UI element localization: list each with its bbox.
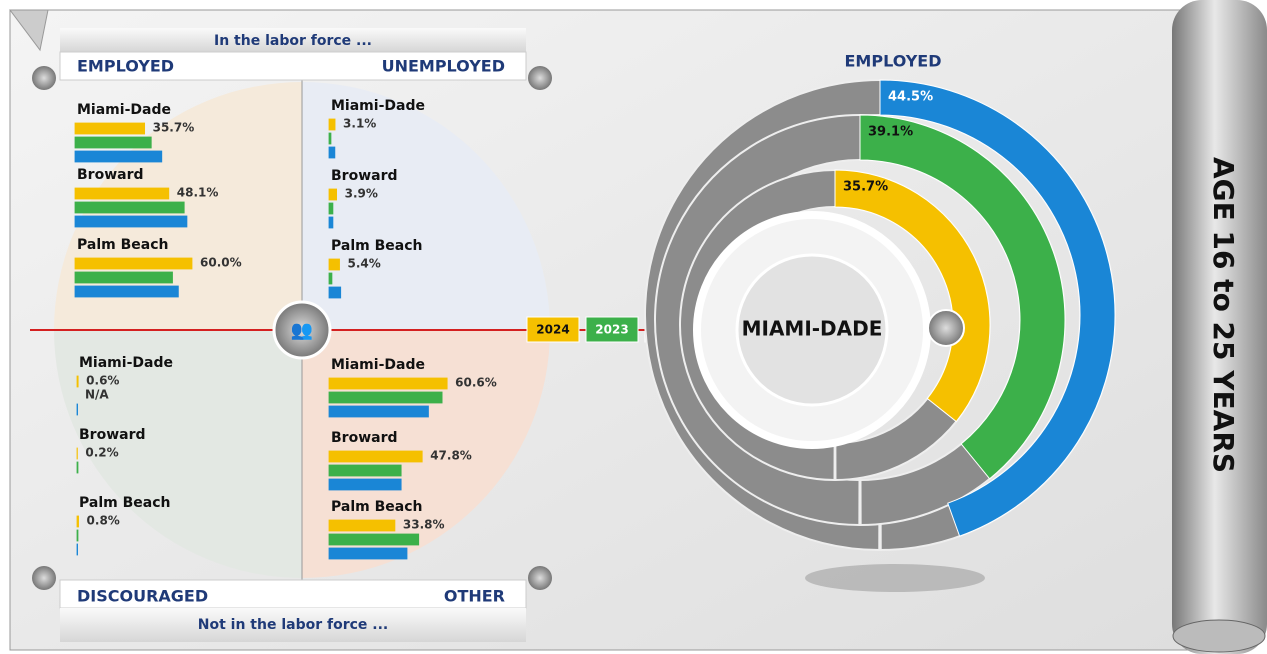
donut-arc: [859, 114, 1066, 480]
category-label: Broward: [331, 430, 398, 446]
bar: [74, 122, 146, 135]
knob: [528, 566, 552, 590]
bar: [328, 118, 336, 131]
category-label: Miami-Dade: [79, 355, 173, 371]
category-label: Palm Beach: [79, 495, 170, 511]
footer-bar: [60, 608, 526, 642]
value-label: 3.1%: [343, 117, 376, 131]
bar: [328, 132, 332, 145]
donut-value-label: 39.1%: [868, 125, 913, 140]
donut-title: EMPLOYED: [844, 52, 941, 71]
bar: [76, 529, 79, 542]
bar: [328, 216, 334, 229]
bar: [74, 201, 185, 214]
center-label: MIAMI-DADE: [742, 317, 883, 341]
legend-swatch: [585, 316, 639, 343]
category-label: Palm Beach: [331, 499, 422, 515]
quadrant-title: DISCOURAGED: [77, 587, 208, 606]
value-label: 3.9%: [345, 187, 378, 201]
category-label: Broward: [79, 427, 146, 443]
value-label: 47.8%: [430, 449, 472, 463]
bar: [328, 450, 423, 463]
bar: [328, 188, 338, 201]
header-text: In the labor force ...: [214, 33, 372, 49]
side-title: AGE 16 to 25 YEARS: [1207, 157, 1240, 473]
bar: [328, 286, 342, 299]
bar: [74, 136, 152, 149]
people-icon: [272, 300, 332, 360]
donut-value-label: 35.7%: [843, 180, 888, 195]
people-icon: [927, 309, 965, 347]
category-label: Palm Beach: [331, 238, 422, 254]
bar: [76, 461, 79, 474]
bar: [76, 375, 79, 388]
bar: [328, 391, 443, 404]
quadrant-title: UNEMPLOYED: [382, 57, 505, 76]
knob: [32, 66, 56, 90]
people-icon-glyph: 👥: [291, 320, 313, 341]
bar: [74, 215, 188, 228]
legend-label: 2024: [536, 323, 569, 337]
donut-value-label: 44.5%: [888, 90, 933, 105]
bar: [328, 533, 420, 546]
bar: [328, 547, 408, 560]
category-label: Broward: [77, 167, 144, 183]
value-label: N/A: [85, 388, 109, 402]
bar: [74, 257, 193, 270]
bar: [76, 403, 78, 416]
scroll-end: [1172, 619, 1266, 653]
bar: [328, 272, 333, 285]
bar: [328, 464, 402, 477]
knob: [32, 566, 56, 590]
bar: [74, 285, 179, 298]
bar: [328, 405, 429, 418]
shadow: [805, 564, 985, 592]
bar: [328, 478, 402, 491]
bar: [328, 258, 340, 271]
category-label: Miami-Dade: [331, 357, 425, 373]
category-label: Broward: [331, 168, 398, 184]
value-label: 60.6%: [455, 376, 497, 390]
bar: [328, 519, 396, 532]
value-label: 60.0%: [200, 256, 242, 270]
header-bar: [59, 51, 527, 81]
bar: [76, 515, 79, 528]
donut-arc: [834, 169, 991, 423]
header-bar: [60, 28, 526, 52]
value-label: 0.6%: [86, 374, 119, 388]
value-label: 0.2%: [85, 446, 118, 460]
category-label: Miami-Dade: [331, 98, 425, 114]
legend-swatch: [526, 316, 580, 343]
quadrant-bg: [54, 330, 302, 578]
value-label: 33.8%: [403, 518, 445, 532]
bar: [76, 543, 78, 556]
quadrant-title: EMPLOYED: [77, 57, 174, 76]
scroll: [1172, 0, 1267, 654]
bar: [74, 271, 173, 284]
legend-label: 2023: [595, 323, 628, 337]
value-label: 35.7%: [153, 121, 195, 135]
knob: [528, 66, 552, 90]
bar: [328, 377, 448, 390]
center-disc: [735, 253, 889, 407]
quadrant-title: OTHER: [444, 587, 505, 606]
bar: [328, 202, 334, 215]
value-label: 5.4%: [348, 257, 381, 271]
donut-arc: [879, 79, 1116, 537]
category-label: Miami-Dade: [77, 102, 171, 118]
value-label: 48.1%: [177, 186, 219, 200]
bar: [74, 150, 163, 163]
corner-fold: [9, 9, 49, 52]
category-label: Palm Beach: [77, 237, 168, 253]
bar: [74, 187, 170, 200]
bar: [328, 146, 336, 159]
footer-text: Not in the labor force ...: [198, 617, 388, 633]
value-label: 0.8%: [87, 514, 120, 528]
quadrant-bg: [302, 82, 550, 330]
